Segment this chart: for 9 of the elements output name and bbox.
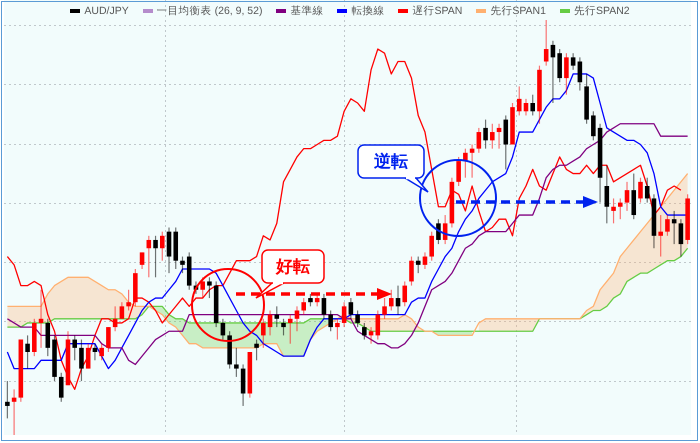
legend-label: 先行SPAN1 (490, 4, 546, 18)
annotation: 好転 (262, 250, 324, 283)
legend-label: 基準線 (290, 4, 324, 18)
legend-title: 一目均衡表 (26, 9, 52) (156, 4, 262, 18)
legend-label: 先行SPAN2 (574, 4, 630, 18)
legend-label: AUD/JPY (84, 5, 129, 17)
annotation: 逆転 (358, 145, 424, 178)
legend-label: 転換線 (351, 4, 384, 18)
legend-label: 遅行SPAN (412, 4, 462, 18)
